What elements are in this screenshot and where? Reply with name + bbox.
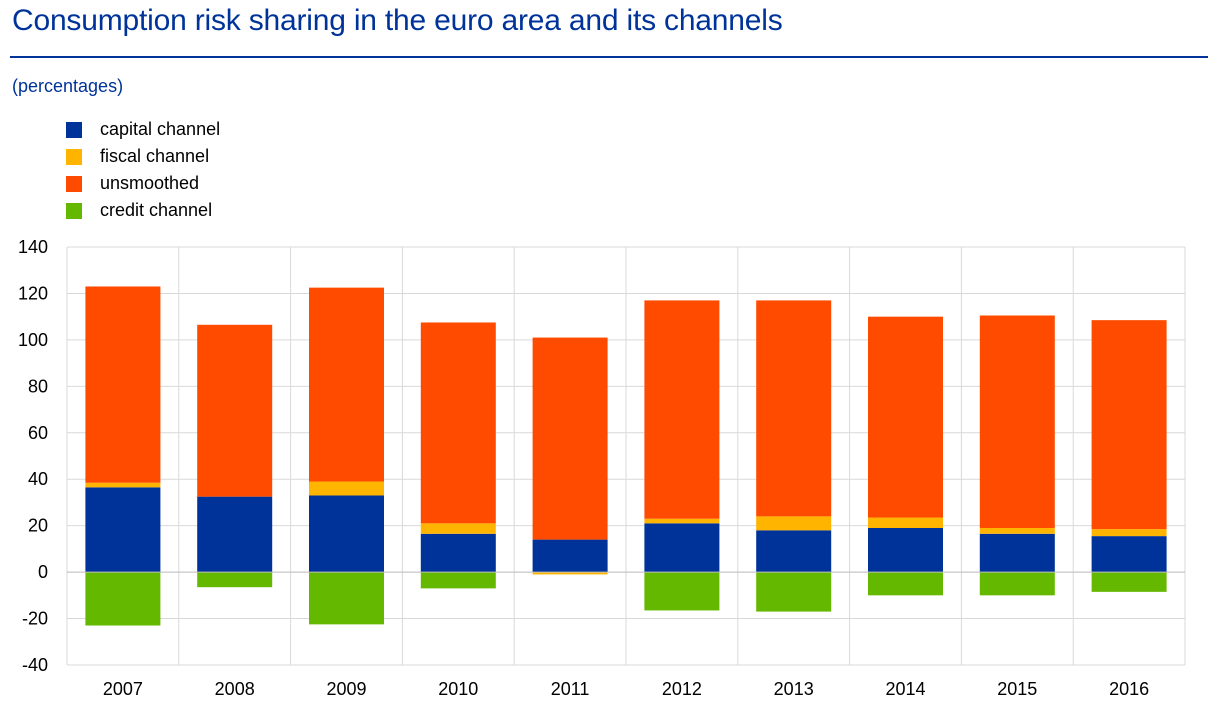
legend-label-credit: credit channel	[100, 200, 213, 220]
bar-unsmoothed-2011	[532, 337, 608, 540]
bar-unsmoothed-2013	[756, 300, 832, 517]
bar-capital-2007	[85, 487, 161, 573]
chart-subtitle: (percentages)	[12, 76, 124, 96]
bar-unsmoothed-2010	[420, 322, 496, 524]
bar-unsmoothed-2007	[85, 286, 161, 483]
x-tick-label: 2013	[774, 679, 814, 699]
bar-capital-2008	[197, 496, 273, 573]
x-tick-label: 2010	[438, 679, 478, 699]
legend-label-capital: capital channel	[100, 119, 221, 139]
bar-fiscal-2016	[1091, 529, 1167, 537]
bar-credit-2013	[756, 572, 832, 612]
bar-credit-2010	[420, 572, 496, 589]
y-tick-label: 80	[28, 376, 48, 396]
bar-unsmoothed-2016	[1091, 320, 1167, 530]
bar-unsmoothed-2012	[644, 300, 720, 519]
bar-credit-2008	[197, 572, 273, 588]
bar-capital-2016	[1091, 536, 1167, 573]
bar-credit-2012	[644, 572, 720, 611]
title-divider	[10, 56, 1208, 58]
y-tick-label: 60	[28, 423, 48, 443]
bar-fiscal-2012	[644, 518, 720, 524]
chart-title: Consumption risk sharing in the euro are…	[12, 4, 783, 37]
x-tick-label: 2007	[103, 679, 143, 699]
bar-capital-2010	[420, 533, 496, 573]
bar-credit-2016	[1091, 572, 1167, 592]
legend-swatch-fiscal	[66, 148, 82, 165]
bar-capital-2015	[979, 533, 1055, 573]
bar-credit-2015	[979, 572, 1055, 596]
bar-capital-2011	[532, 539, 608, 573]
x-tick-label: 2014	[885, 679, 925, 699]
bar-fiscal-2009	[309, 481, 384, 496]
legend-label-unsmoothed: unsmoothed	[100, 173, 200, 193]
x-tick-label: 2016	[1109, 679, 1149, 699]
bar-fiscal-2010	[420, 523, 496, 534]
chart-legend: capital channel fiscal channel unsmoothe…	[66, 116, 220, 224]
bar-unsmoothed-2009	[309, 287, 384, 482]
legend-item-capital: capital channel	[66, 116, 220, 143]
bar-fiscal-2011	[532, 572, 608, 575]
x-tick-label: 2012	[662, 679, 702, 699]
legend-item-credit: credit channel	[66, 197, 220, 224]
y-tick-label: -20	[22, 609, 48, 629]
bar-capital-2012	[644, 523, 720, 573]
bar-fiscal-2015	[979, 527, 1055, 534]
bar-credit-2009	[309, 572, 384, 625]
x-tick-label: 2015	[997, 679, 1037, 699]
legend-swatch-capital	[66, 121, 82, 138]
bar-unsmoothed-2015	[979, 315, 1055, 528]
bar-credit-2014	[868, 572, 943, 596]
bar-capital-2013	[756, 530, 832, 573]
legend-swatch-unsmoothed	[66, 175, 82, 192]
bar-fiscal-2007	[85, 482, 161, 488]
bar-credit-2007	[85, 572, 161, 626]
legend-label-fiscal: fiscal channel	[100, 146, 210, 166]
x-tick-label: 2011	[551, 679, 590, 699]
legend-item-fiscal: fiscal channel	[66, 143, 220, 170]
y-tick-label: -40	[22, 655, 48, 675]
bar-capital-2014	[868, 527, 943, 573]
bar-unsmoothed-2008	[197, 324, 273, 497]
bar-capital-2009	[309, 495, 384, 573]
y-tick-label: 120	[18, 283, 48, 303]
y-tick-label: 140	[18, 237, 48, 257]
y-tick-label: 20	[28, 516, 48, 536]
y-tick-label: 0	[38, 562, 48, 582]
bar-unsmoothed-2014	[868, 316, 943, 518]
legend-item-unsmoothed: unsmoothed	[66, 170, 220, 197]
bar-fiscal-2014	[868, 517, 943, 528]
x-tick-label: 2009	[326, 679, 366, 699]
y-tick-label: 100	[18, 330, 48, 350]
y-tick-label: 40	[28, 469, 48, 489]
bar-fiscal-2013	[756, 516, 832, 531]
legend-swatch-credit	[66, 202, 82, 219]
x-tick-label: 2008	[215, 679, 255, 699]
